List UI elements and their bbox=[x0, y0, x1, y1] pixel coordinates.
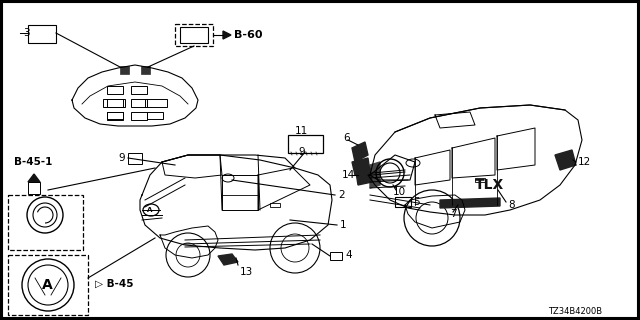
Bar bbox=[180, 27, 208, 43]
Bar bbox=[288, 135, 323, 153]
Polygon shape bbox=[440, 198, 500, 208]
Bar bbox=[131, 86, 147, 94]
Text: 8: 8 bbox=[508, 200, 515, 210]
Polygon shape bbox=[352, 158, 370, 175]
Bar bbox=[175, 24, 213, 46]
Text: TZ34B4200B: TZ34B4200B bbox=[548, 308, 602, 316]
Text: ▷ B-45: ▷ B-45 bbox=[95, 279, 134, 289]
Text: 7: 7 bbox=[450, 209, 456, 219]
Text: 5: 5 bbox=[413, 197, 420, 207]
Ellipse shape bbox=[143, 204, 159, 216]
Bar bbox=[107, 112, 123, 120]
Text: 9: 9 bbox=[298, 147, 305, 157]
Polygon shape bbox=[28, 174, 40, 182]
Polygon shape bbox=[218, 254, 238, 265]
Bar bbox=[395, 197, 411, 207]
Text: 14: 14 bbox=[342, 170, 355, 180]
Polygon shape bbox=[555, 150, 576, 170]
Text: 4: 4 bbox=[345, 250, 351, 260]
Bar bbox=[28, 25, 56, 43]
Bar bbox=[131, 99, 147, 107]
Polygon shape bbox=[223, 31, 231, 39]
Bar bbox=[475, 178, 485, 182]
Bar bbox=[28, 182, 40, 194]
Bar bbox=[107, 99, 123, 107]
Bar bbox=[147, 112, 163, 119]
Text: 3: 3 bbox=[23, 28, 29, 38]
Text: B-45-1: B-45-1 bbox=[14, 157, 52, 167]
Text: 2: 2 bbox=[338, 190, 344, 200]
Bar bbox=[103, 99, 125, 107]
Text: B-60: B-60 bbox=[234, 30, 262, 40]
Bar bbox=[107, 112, 123, 119]
Bar bbox=[120, 66, 129, 74]
Polygon shape bbox=[370, 162, 380, 188]
Polygon shape bbox=[352, 142, 368, 162]
Text: A: A bbox=[42, 278, 52, 292]
Bar bbox=[141, 66, 150, 74]
Text: 13: 13 bbox=[240, 267, 253, 277]
Text: 6: 6 bbox=[343, 133, 349, 143]
Bar bbox=[107, 86, 123, 94]
Text: A: A bbox=[147, 207, 152, 213]
Text: 9: 9 bbox=[118, 153, 125, 163]
Bar bbox=[270, 203, 280, 207]
Polygon shape bbox=[356, 168, 372, 185]
Text: 10: 10 bbox=[393, 187, 406, 197]
Text: 1: 1 bbox=[340, 220, 347, 230]
Bar bbox=[330, 252, 342, 260]
Text: 11: 11 bbox=[295, 126, 308, 136]
Text: TLX: TLX bbox=[475, 178, 504, 192]
Bar bbox=[128, 153, 142, 164]
Bar bbox=[8, 255, 88, 315]
Bar bbox=[8, 195, 83, 250]
Bar bbox=[145, 99, 167, 107]
Text: 12: 12 bbox=[578, 157, 591, 167]
Bar bbox=[131, 112, 147, 120]
